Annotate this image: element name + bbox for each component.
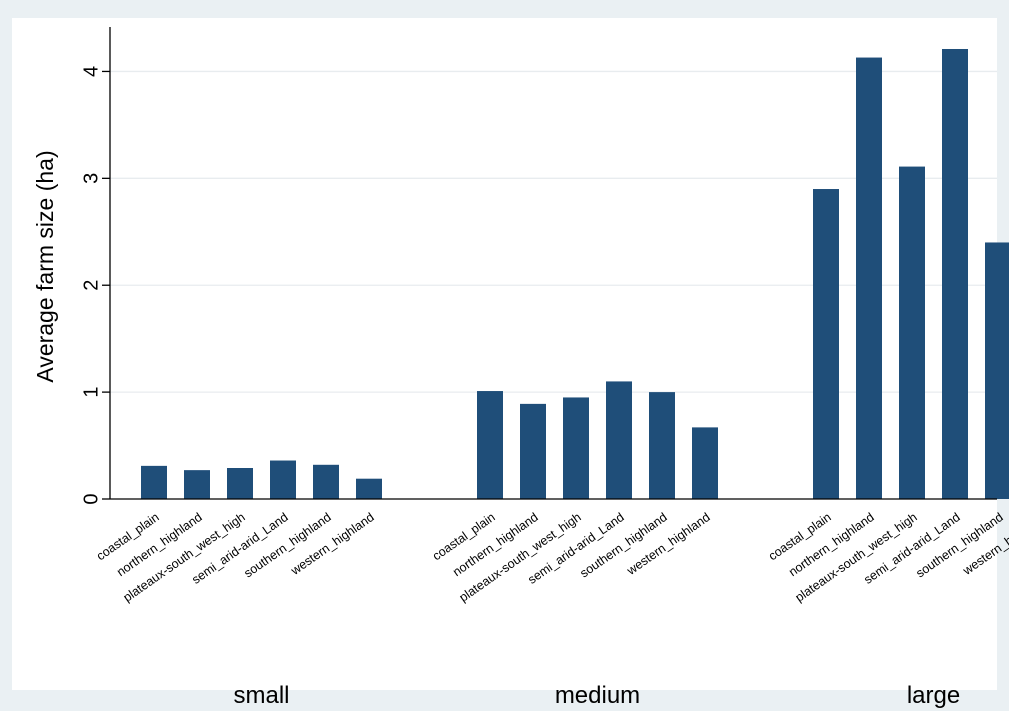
- axes: [109, 27, 997, 500]
- gridlines: [110, 70, 997, 393]
- bar: [942, 48, 968, 500]
- y-tick-label: 3: [80, 173, 102, 184]
- bar: [606, 381, 632, 499]
- y-tick-label: 1: [80, 387, 102, 398]
- plot-region: [12, 18, 997, 690]
- bar: [184, 470, 210, 499]
- bar: [899, 166, 925, 499]
- group-label: small: [233, 682, 289, 709]
- bar: [985, 242, 1009, 499]
- y-axis-ticks: 0 1 2 3 4: [80, 66, 110, 505]
- bar: [477, 391, 503, 499]
- bar: [270, 460, 296, 499]
- y-axis-title: Average farm size (ha): [32, 150, 58, 382]
- bar: [227, 468, 253, 499]
- bar: [141, 465, 167, 499]
- group-label: medium: [555, 682, 640, 709]
- bar: [692, 427, 718, 499]
- group-labels: small medium large: [233, 682, 960, 709]
- y-tick-label: 2: [80, 280, 102, 291]
- y-tick-label: 4: [80, 66, 102, 77]
- bars: [141, 48, 1009, 500]
- bar: [520, 403, 546, 499]
- bar: [313, 464, 339, 499]
- bar: [813, 189, 839, 499]
- group-label: large: [907, 682, 960, 709]
- y-tick-label: 0: [80, 493, 102, 504]
- bar: [649, 392, 675, 499]
- bar: [563, 397, 589, 499]
- bar: [356, 478, 382, 499]
- bar: [856, 57, 882, 499]
